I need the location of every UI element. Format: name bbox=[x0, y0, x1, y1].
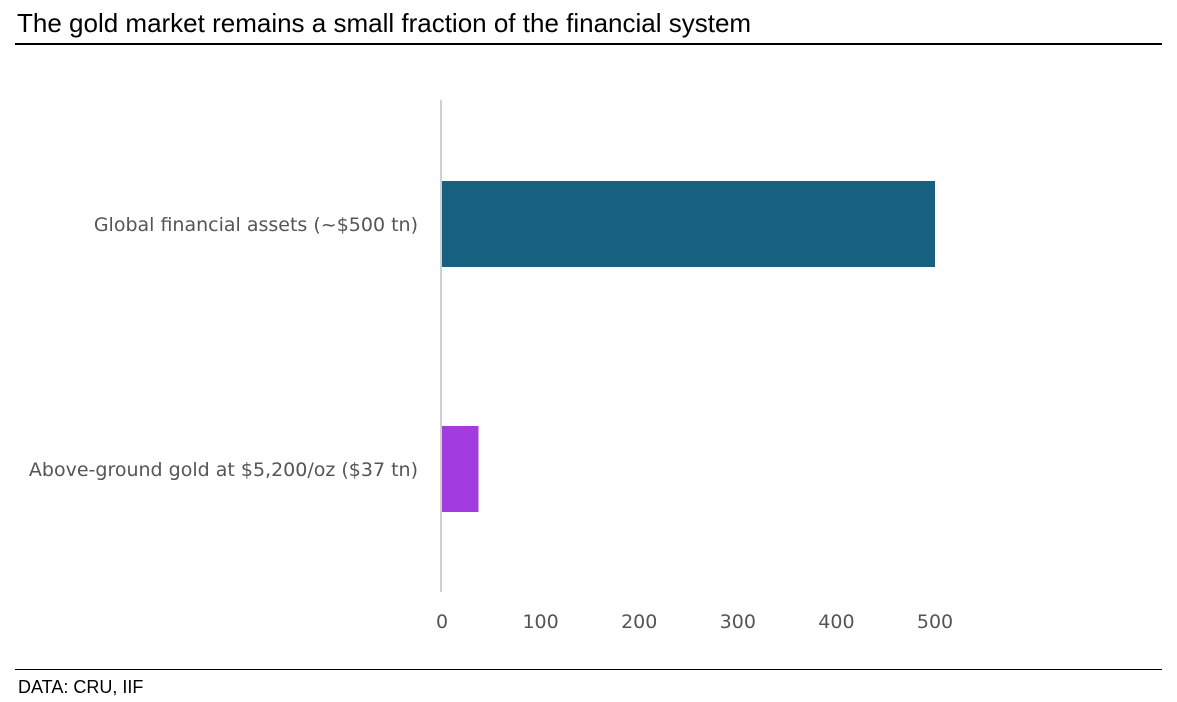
bar-1 bbox=[442, 426, 479, 512]
x-tick-label-3: 300 bbox=[720, 611, 756, 633]
category-label-0: Global financial assets (~$500 tn) bbox=[94, 214, 418, 236]
footer-divider bbox=[15, 669, 1162, 670]
category-label-1: Above-ground gold at $5,200/oz ($37 tn) bbox=[29, 459, 418, 481]
x-tick-label-4: 400 bbox=[818, 611, 854, 633]
bar-0 bbox=[442, 181, 935, 267]
x-tick-label-2: 200 bbox=[621, 611, 657, 633]
chart-title: The gold market remains a small fraction… bbox=[17, 8, 752, 38]
x-tick-label-1: 100 bbox=[522, 611, 558, 633]
x-tick-labels-group: 0 100 200 300 400 500 bbox=[436, 611, 953, 633]
title-divider bbox=[15, 43, 1162, 45]
x-tick-label-0: 0 bbox=[436, 611, 448, 633]
x-tick-label-5: 500 bbox=[917, 611, 953, 633]
source-note: DATA: CRU, IIF bbox=[18, 677, 144, 697]
bars-group bbox=[442, 181, 935, 512]
category-labels-group: Global financial assets (~$500 tn) Above-… bbox=[29, 214, 418, 481]
